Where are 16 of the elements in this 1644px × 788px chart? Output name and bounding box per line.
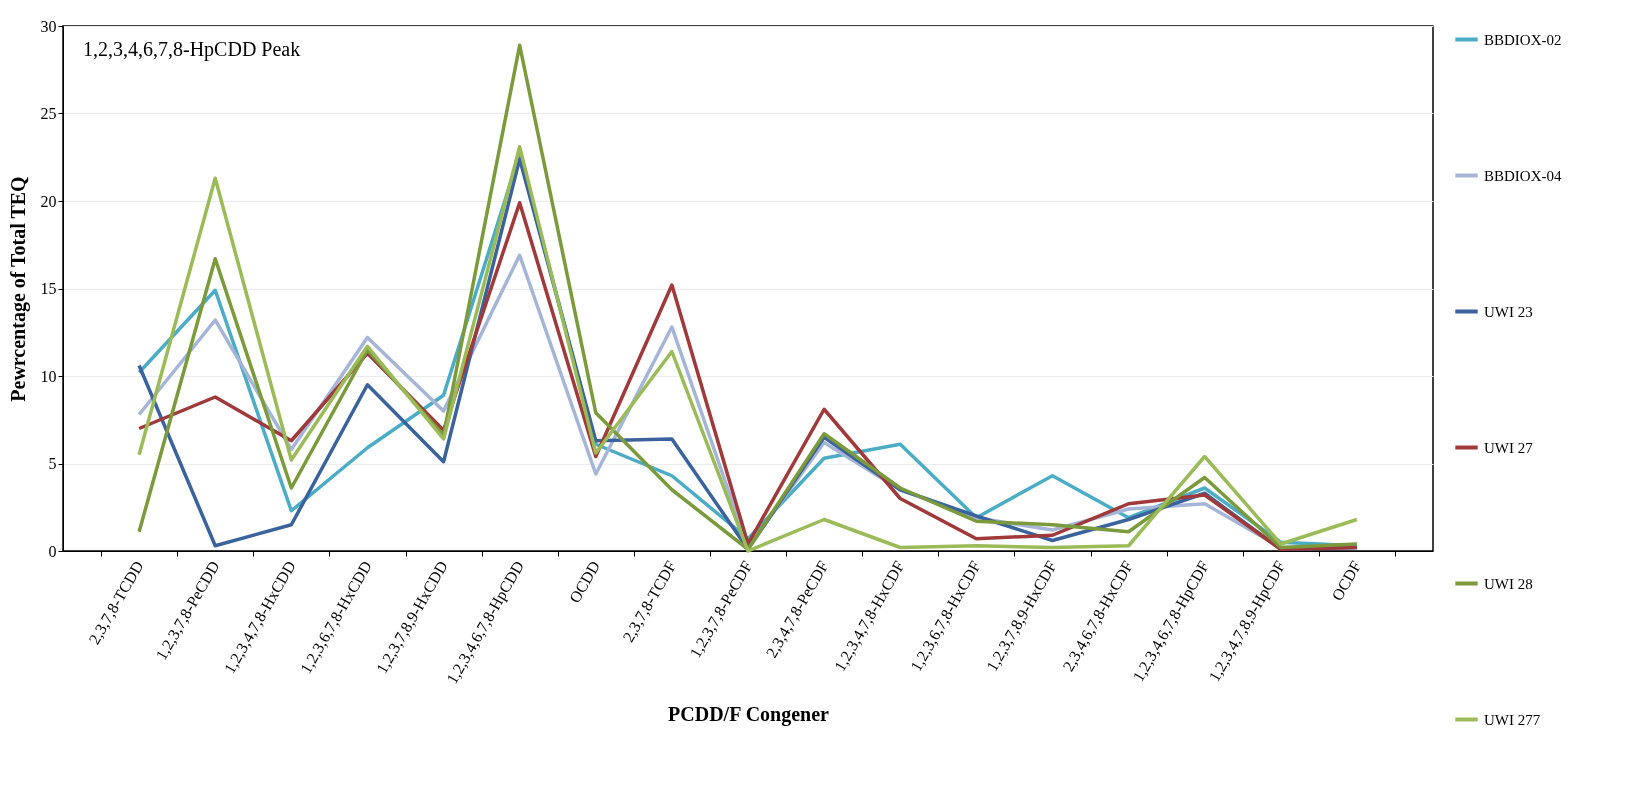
- y-tick-label: 20: [40, 192, 57, 210]
- y-tick-label: 0: [48, 542, 57, 560]
- legend-label: UWI 277: [1484, 711, 1541, 728]
- legend-label: UWI 28: [1484, 575, 1533, 592]
- legend-label: UWI 23: [1484, 303, 1533, 320]
- legend-label: BBDIOX-02: [1484, 31, 1562, 48]
- legend-label: BBDIOX-04: [1484, 167, 1562, 184]
- x-axis-title: PCDD/F Congener: [668, 702, 830, 726]
- y-tick-label: 15: [40, 280, 57, 297]
- y-tick-label: 25: [40, 105, 57, 122]
- y-tick-label: 30: [40, 17, 57, 35]
- legend-label: UWI 27: [1484, 439, 1534, 456]
- y-axis-title: Pewrcentage of Total TEQ: [6, 176, 30, 402]
- annotation: 1,2,3,4,6,7,8-HpCDD Peak: [83, 38, 301, 61]
- y-tick-label: 10: [40, 367, 57, 385]
- y-tick-label: 5: [48, 455, 57, 472]
